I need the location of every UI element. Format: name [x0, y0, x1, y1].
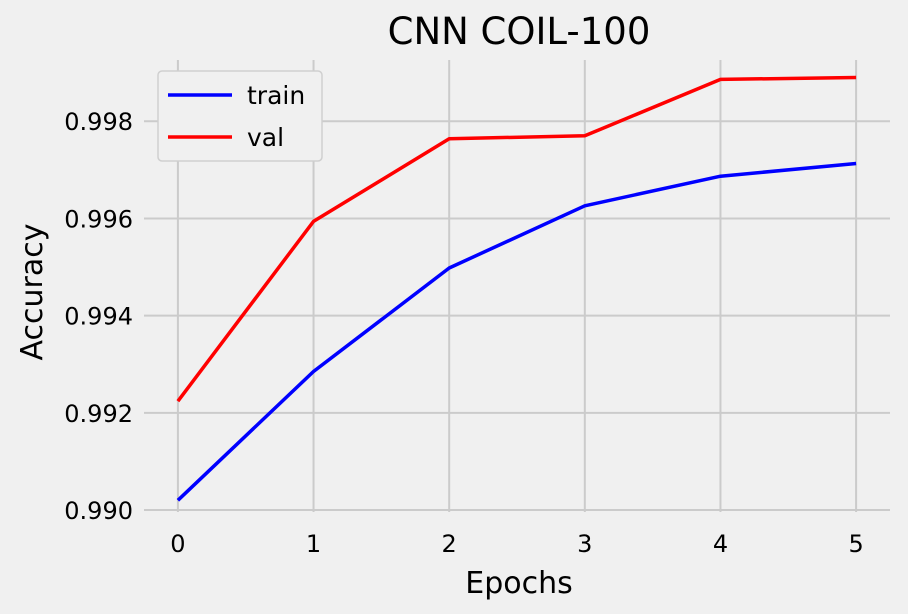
- x-tick-label: 2: [442, 530, 457, 558]
- y-tick-labels: 0.990 0.992 0.994 0.996 0.998: [64, 108, 133, 525]
- y-tick-label: 0.994: [64, 303, 133, 331]
- y-axis-title: Accuracy: [15, 224, 50, 361]
- chart-title: CNN COIL-100: [388, 10, 651, 53]
- series-lines: [176, 75, 857, 502]
- x-tick-label: 3: [577, 530, 592, 558]
- series-line-train: [176, 161, 857, 502]
- legend-label-train: train: [247, 81, 305, 110]
- y-tick-label: 0.990: [64, 497, 133, 525]
- y-tick-label: 0.992: [64, 400, 133, 428]
- x-tick-label: 4: [713, 530, 728, 558]
- series-line-val: [176, 75, 857, 403]
- x-axis-title: Epochs: [465, 566, 573, 601]
- legend-label-val: val: [247, 123, 284, 152]
- y-tick-label: 0.998: [64, 108, 133, 136]
- legend: train val: [157, 70, 323, 162]
- y-tick-label: 0.996: [64, 205, 133, 233]
- x-tick-labels: 0 1 2 3 4 5: [170, 530, 863, 558]
- x-tick-label: 5: [848, 530, 863, 558]
- x-tick-label: 0: [170, 530, 185, 558]
- x-tick-label: 1: [306, 530, 321, 558]
